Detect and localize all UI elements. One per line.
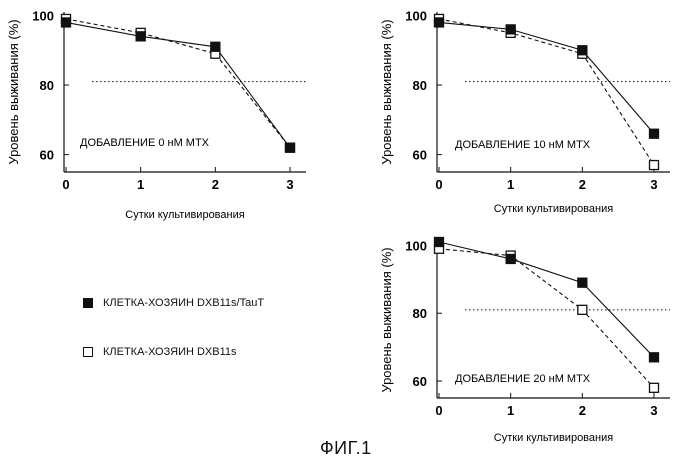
data-point-filled — [135, 31, 146, 42]
data-point-filled — [505, 253, 516, 265]
x-axis-label: Сутки культивирования — [125, 209, 244, 221]
data-point-open — [577, 304, 588, 315]
data-point-filled — [577, 45, 588, 56]
chart-panel-2: 0 1 2 3 60 80 100 ДОБАВЛЕНИЕ 10 нМ МТХ Сутки кул… — [379, 8, 670, 215]
x-tick-label: 1 — [137, 177, 144, 192]
y-tick-label: 80 — [413, 306, 427, 321]
x-tick-label: 3 — [650, 403, 657, 418]
x-tick-label: 2 — [212, 177, 219, 192]
x-axis-label: Сутки культивирования — [494, 432, 613, 444]
y-tick-label: 100 — [405, 8, 427, 23]
data-point-open — [648, 159, 660, 171]
x-tick-label: 2 — [579, 177, 586, 192]
chart-panel-1: 0 1 2 3 60 80 100 ДОБАВЛЕНИЕ 0 нМ МТХ Сутки куль… — [6, 8, 306, 221]
data-point-filled — [60, 17, 72, 28]
legend-item-dxb11s: КЛЕТКА-ХОЗЯИН DXB11s — [83, 346, 237, 358]
chart-annotation: ДОБАВЛЕНИЕ 20 нМ МТХ — [455, 373, 591, 385]
legend-label: КЛЕТКА-ХОЗЯИН DXB11s — [103, 346, 237, 358]
x-tick-label: 3 — [286, 177, 293, 192]
legend-item-dxb11s-taut: КЛЕТКА-ХОЗЯИН DXB11s/TauT — [83, 297, 264, 309]
chart-annotation: ДОБАВЛЕНИЕ 10 нМ МТХ — [455, 139, 591, 151]
data-point-filled — [505, 24, 516, 35]
x-tick-label: 0 — [62, 177, 69, 192]
series-line-open — [65, 18, 291, 148]
data-point-filled — [648, 352, 660, 363]
data-point-filled — [284, 142, 296, 153]
series-line-filled — [65, 21, 291, 148]
series-line-filled — [438, 21, 655, 135]
x-tick-label: 2 — [579, 403, 586, 418]
data-point-filled — [210, 41, 221, 52]
data-point-filled — [433, 236, 445, 248]
series-line-filled — [438, 241, 655, 358]
legend-label: КЛЕТКА-ХОЗЯИН DXB11s/TauT — [103, 297, 265, 309]
data-point-filled — [648, 128, 660, 139]
x-tick-label: 3 — [650, 177, 657, 192]
open-square-marker-icon — [83, 347, 93, 357]
x-tick-label: 0 — [435, 177, 442, 192]
y-tick-label: 100 — [32, 8, 54, 23]
x-tick-label: 1 — [507, 403, 514, 418]
data-point-filled — [433, 17, 445, 28]
chart-annotation: ДОБАВЛЕНИЕ 0 нМ МТХ — [80, 137, 210, 149]
x-tick-label: 1 — [507, 177, 514, 192]
y-tick-label: 60 — [413, 374, 427, 389]
x-axis-label: Сутки культивирования — [494, 203, 613, 215]
y-tick-label: 80 — [413, 78, 427, 93]
x-tick-label: 0 — [435, 403, 442, 418]
y-tick-label: 60 — [40, 148, 54, 163]
chart-panel-3: 0 1 2 3 60 80 100 ДОБАВЛЕНИЕ 20 нМ МТХ Сутки кул… — [379, 236, 670, 444]
y-axis-label: Уровень выживания (%) — [379, 247, 394, 392]
y-axis-label: Уровень выживания (%) — [379, 19, 394, 164]
y-tick-label: 80 — [40, 78, 54, 93]
data-point-filled — [577, 277, 588, 288]
data-point-open — [648, 382, 660, 393]
y-axis-label: Уровень выживания (%) — [6, 19, 21, 164]
y-tick-label: 60 — [413, 148, 427, 163]
filled-square-marker-icon — [83, 298, 93, 308]
figure-caption: ФИГ.1 — [320, 438, 372, 458]
series-line-open — [438, 248, 655, 389]
series-line-open — [438, 18, 655, 166]
y-tick-label: 100 — [405, 238, 427, 253]
